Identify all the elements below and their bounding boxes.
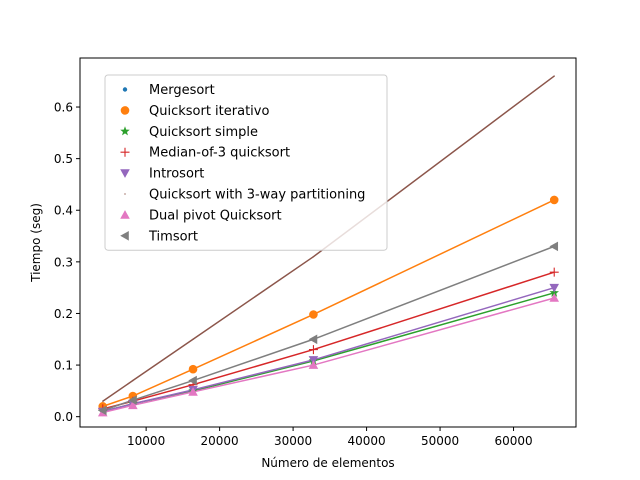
legend-label: Median-of-3 quicksort (149, 146, 290, 161)
x-tick-label: 20000 (201, 434, 239, 448)
data-point-quicksort-with-3-way-partitioning (132, 379, 134, 382)
data-point-timsort (549, 241, 559, 252)
plot-markers (97, 75, 560, 417)
legend-label: Timsort (148, 229, 198, 244)
data-point-timsort (308, 334, 318, 345)
legend-marker (120, 210, 130, 219)
series-line-quicksort-simple (102, 292, 555, 413)
legend-box (104, 74, 388, 251)
series-line-introsort (102, 286, 555, 413)
data-point-quicksort-iterativo (188, 364, 198, 374)
legend-marker (120, 169, 130, 178)
data-point-introsort (549, 283, 560, 293)
y-tick-label: 0.3 (54, 255, 73, 269)
legend-label: Quicksort iterativo (149, 104, 269, 119)
y-tick-label: 0.6 (54, 101, 73, 115)
data-point-quicksort-with-3-way-partitioning (102, 400, 104, 402)
data-point-dual-pivot-quicksort (308, 360, 319, 369)
legend-label: Quicksort simple (149, 125, 258, 140)
x-tick-label: 50000 (421, 434, 459, 448)
plot-frame (79, 57, 577, 428)
legend-entry: Median-of-3 quicksort (120, 146, 290, 161)
y-tick-label: 0.2 (54, 307, 73, 321)
data-point-dual-pivot-quicksort (188, 387, 198, 396)
y-tick-label: 0.5 (54, 152, 73, 166)
legend-marker (122, 87, 128, 92)
legend-marker (120, 231, 129, 241)
legend-marker (124, 193, 126, 195)
legend-entry: Quicksort with 3-way partitioning (124, 188, 365, 203)
legend-marker (120, 106, 130, 115)
data-point-median-of-3-quicksort (549, 267, 559, 277)
legend-entry: Quicksort iterativo (120, 104, 269, 119)
data-point-timsort (188, 375, 197, 386)
data-point-dual-pivot-quicksort (128, 400, 138, 410)
legend-entry: Introsort (120, 167, 204, 182)
data-point-quicksort-iterativo (549, 195, 559, 205)
data-point-timsort (128, 395, 137, 405)
x-tick-label: 30000 (274, 434, 312, 448)
legend-entry: Mergesort (122, 83, 215, 98)
legend-label: Mergesort (149, 83, 215, 98)
data-point-timsort (97, 405, 107, 416)
data-point-quicksort-with-3-way-partitioning (312, 256, 315, 258)
y-tick-label: 0.0 (54, 410, 73, 424)
y-axis-ticks: 0.0 0.1 0.2 0.3 0.4 0.5 0.6 (54, 101, 80, 424)
legend-entry: Quicksort simple (120, 125, 258, 140)
data-point-quicksort-with-3-way-partitioning (553, 75, 555, 77)
legend-label: Introsort (149, 167, 204, 182)
x-tick-label: 60000 (494, 434, 532, 448)
series-line-timsort (102, 245, 555, 412)
x-axis-label: Número de elementos (261, 456, 394, 470)
legend: Mergesort Quicksort iterativo Quicksort si… (104, 74, 388, 251)
y-axis-label: Tiempo (seg) (29, 203, 43, 283)
legend-marker (120, 126, 130, 136)
legend-entry: Timsort (120, 229, 198, 244)
x-tick-label: 40000 (347, 434, 385, 448)
legend-label: Quicksort with 3-way partitioning (149, 188, 365, 203)
y-tick-label: 0.1 (54, 359, 73, 373)
legend-label: Dual pivot Quicksort (149, 208, 282, 223)
x-axis-ticks: 10000 20000 30000 40000 50000 60000 (127, 427, 533, 448)
data-point-median-of-3-quicksort (308, 345, 318, 355)
legend-entry: Dual pivot Quicksort (120, 208, 282, 223)
y-tick-label: 0.4 (54, 204, 73, 218)
data-point-quicksort-with-3-way-partitioning (192, 338, 194, 340)
legend-marker (120, 147, 130, 157)
data-point-dual-pivot-quicksort (549, 293, 560, 302)
x-tick-label: 10000 (127, 434, 165, 448)
data-point-quicksort-iterativo (309, 310, 318, 319)
